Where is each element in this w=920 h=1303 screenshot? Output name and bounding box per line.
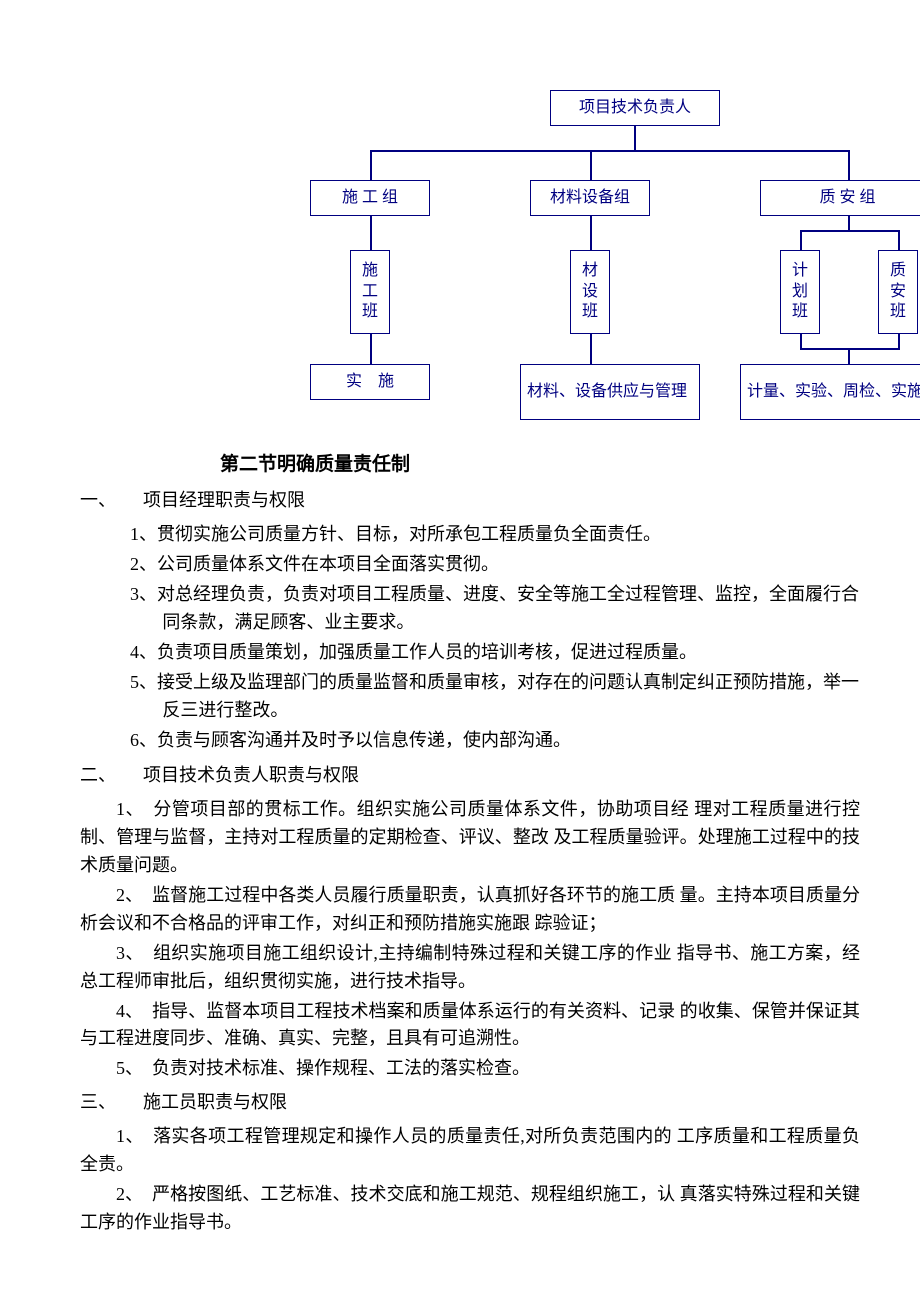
node-bottom-3: 计量、实验、周检、实施 [740, 364, 920, 420]
paragraph: 1、 落实各项工程管理规定和操作人员的质量责任,对所负责范围内的 工序质量和工程… [80, 1123, 860, 1179]
node-bottom-2: 材料、设备供应与管理 [520, 364, 700, 420]
paragraph: 1、 分管项目部的贯标工作。组织实施公司质量体系文件，协助项目经 理对工程质量进… [80, 796, 860, 880]
section-title: 第二节明确质量责任制 [220, 450, 860, 479]
list-item: 5、接受上级及监理部门的质量监督和质量审核，对存在的问题认真制定纠正预防措施，举… [130, 669, 860, 725]
node-mid-3: 质 安 组 [760, 180, 920, 216]
paras-part2: 1、 分管项目部的贯标工作。组织实施公司质量体系文件，协助项目经 理对工程质量进… [80, 796, 860, 1083]
paras-part3: 1、 落实各项工程管理规定和操作人员的质量责任,对所负责范围内的 工序质量和工程… [80, 1123, 860, 1237]
node-mid-2: 材料设备组 [530, 180, 650, 216]
list-part1: 1、贯彻实施公司质量方针、目标，对所承包工程质量负全面责任。 2、公司质量体系文… [130, 521, 860, 754]
heading-part2: 二、 项目技术负责人职责与权限 [80, 762, 860, 790]
list-item: 2、公司质量体系文件在本项目全面落实贯彻。 [130, 551, 860, 579]
node-bottom-1: 实 施 [310, 364, 430, 400]
node-top: 项目技术负责人 [550, 90, 720, 126]
node-sub-2: 材设班 [570, 250, 610, 334]
paragraph: 4、 指导、监督本项目工程技术档案和质量体系运行的有关资料、记录 的收集、保管并… [80, 998, 860, 1054]
list-item: 1、贯彻实施公司质量方针、目标，对所承包工程质量负全面责任。 [130, 521, 860, 549]
node-sub-3: 计划班 [780, 250, 820, 334]
node-sub-1: 施工班 [350, 250, 390, 334]
paragraph: 3、 组织实施项目施工组织设计,主持编制特殊过程和关键工序的作业 指导书、施工方… [80, 940, 860, 996]
paragraph: 2、 监督施工过程中各类人员履行质量职责，认真抓好各环节的施工质 量。主持本项目… [80, 882, 860, 938]
paragraph: 2、 严格按图纸、工艺标准、技术交底和施工规范、规程组织施工，认 真落实特殊过程… [80, 1181, 860, 1237]
org-chart: 项目技术负责人 施 工 组 材料设备组 质 安 组 施工班 材设班 计划班 质安… [270, 90, 890, 430]
heading-part3: 三、 施工员职责与权限 [80, 1089, 860, 1117]
paragraph: 5、 负责对技术标准、操作规程、工法的落实检查。 [80, 1055, 860, 1083]
list-item: 4、负责项目质量策划，加强质量工作人员的培训考核，促进过程质量。 [130, 639, 860, 667]
node-sub-4: 质安班 [878, 250, 918, 334]
node-mid-1: 施 工 组 [310, 180, 430, 216]
list-item: 6、负责与顾客沟通并及时予以信息传递，使内部沟通。 [130, 727, 860, 755]
list-item: 3、对总经理负责，负责对项目工程质量、进度、安全等施工全过程管理、监控，全面履行… [130, 581, 860, 637]
heading-part1: 一、 项目经理职责与权限 [80, 487, 860, 515]
